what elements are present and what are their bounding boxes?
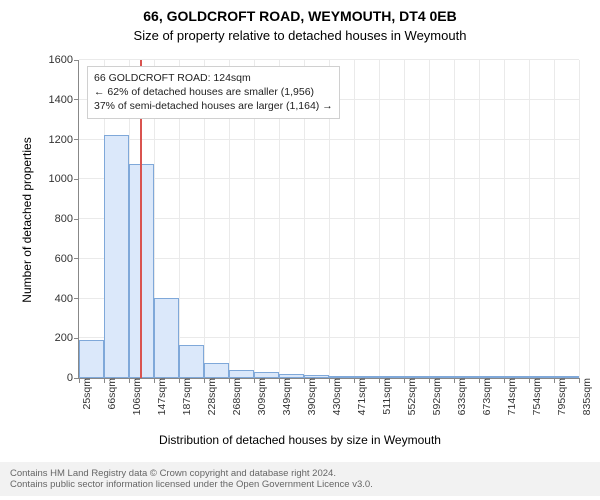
histogram-bar: [554, 376, 579, 378]
plot-area: 0200400600800100012001400160025sqm66sqm1…: [78, 60, 579, 379]
histogram-bar: [429, 376, 454, 378]
xtick-label: 268sqm: [225, 378, 243, 415]
histogram-bar: [154, 298, 179, 378]
histogram-bar: [354, 376, 379, 378]
xtick-label: 25sqm: [75, 378, 93, 410]
footer-line-2: Contains public sector information licen…: [10, 479, 590, 490]
gridline-v: [479, 60, 480, 378]
gridline-v: [429, 60, 430, 378]
xtick-label: 349sqm: [275, 378, 293, 415]
chart-root: 66, GOLDCROFT ROAD, WEYMOUTH, DT4 0EB Si…: [0, 0, 600, 500]
ytick-label: 600: [55, 253, 79, 265]
annotation-box: 66 GOLDCROFT ROAD: 124sqm← 62% of detach…: [87, 66, 340, 119]
histogram-bar: [329, 376, 354, 378]
xtick-label: 390sqm: [300, 378, 318, 415]
annotation-line: 66 GOLDCROFT ROAD: 124sqm: [94, 71, 333, 85]
histogram-bar: [279, 374, 304, 378]
gridline-v: [404, 60, 405, 378]
gridline-v: [504, 60, 505, 378]
chart-subtitle: Size of property relative to detached ho…: [0, 28, 600, 43]
footer-line-1: Contains HM Land Registry data © Crown c…: [10, 468, 590, 479]
gridline-v: [454, 60, 455, 378]
xtick-label: 66sqm: [100, 378, 118, 410]
xtick-label: 106sqm: [125, 378, 143, 415]
x-axis-label: Distribution of detached houses by size …: [0, 433, 600, 447]
histogram-bar: [179, 345, 204, 378]
histogram-bar: [529, 376, 554, 378]
xtick-label: 511sqm: [375, 378, 393, 415]
histogram-bar: [504, 376, 529, 378]
xtick-label: 714sqm: [500, 378, 518, 415]
histogram-bar: [304, 375, 329, 378]
xtick-label: 430sqm: [325, 378, 343, 415]
histogram-bar: [454, 376, 479, 378]
ytick-label: 200: [55, 332, 79, 344]
y-axis-label: Number of detached properties: [20, 137, 34, 302]
histogram-bar: [379, 376, 404, 378]
annotation-line: 37% of semi-detached houses are larger (…: [94, 99, 333, 113]
xtick-label: 147sqm: [150, 378, 168, 415]
ytick-label: 1400: [49, 94, 79, 106]
xtick-label: 552sqm: [400, 378, 418, 415]
histogram-bar: [254, 372, 279, 378]
annotation-line: ← 62% of detached houses are smaller (1,…: [94, 85, 333, 99]
ytick-label: 400: [55, 293, 79, 305]
xtick-label: 754sqm: [525, 378, 543, 415]
histogram-bar: [104, 135, 129, 378]
gridline-v: [529, 60, 530, 378]
histogram-bar: [479, 376, 504, 378]
gridline-v: [554, 60, 555, 378]
xtick-label: 187sqm: [175, 378, 193, 415]
xtick-label: 228sqm: [200, 378, 218, 415]
xtick-label: 309sqm: [250, 378, 268, 415]
histogram-bar: [229, 370, 254, 378]
histogram-bar: [404, 376, 429, 378]
gridline-v: [579, 60, 580, 378]
gridline-v: [354, 60, 355, 378]
chart-title-address: 66, GOLDCROFT ROAD, WEYMOUTH, DT4 0EB: [0, 8, 600, 24]
xtick-label: 835sqm: [575, 378, 593, 415]
chart-footer: Contains HM Land Registry data © Crown c…: [0, 462, 600, 496]
histogram-bar: [204, 363, 229, 378]
histogram-bar: [79, 340, 104, 378]
ytick-label: 1000: [49, 173, 79, 185]
xtick-label: 673sqm: [475, 378, 493, 415]
ytick-label: 1200: [49, 134, 79, 146]
xtick-label: 471sqm: [350, 378, 368, 415]
xtick-label: 795sqm: [550, 378, 568, 415]
ytick-label: 1600: [49, 54, 79, 66]
gridline-v: [379, 60, 380, 378]
xtick-label: 592sqm: [425, 378, 443, 415]
xtick-label: 633sqm: [450, 378, 468, 415]
ytick-label: 800: [55, 213, 79, 225]
